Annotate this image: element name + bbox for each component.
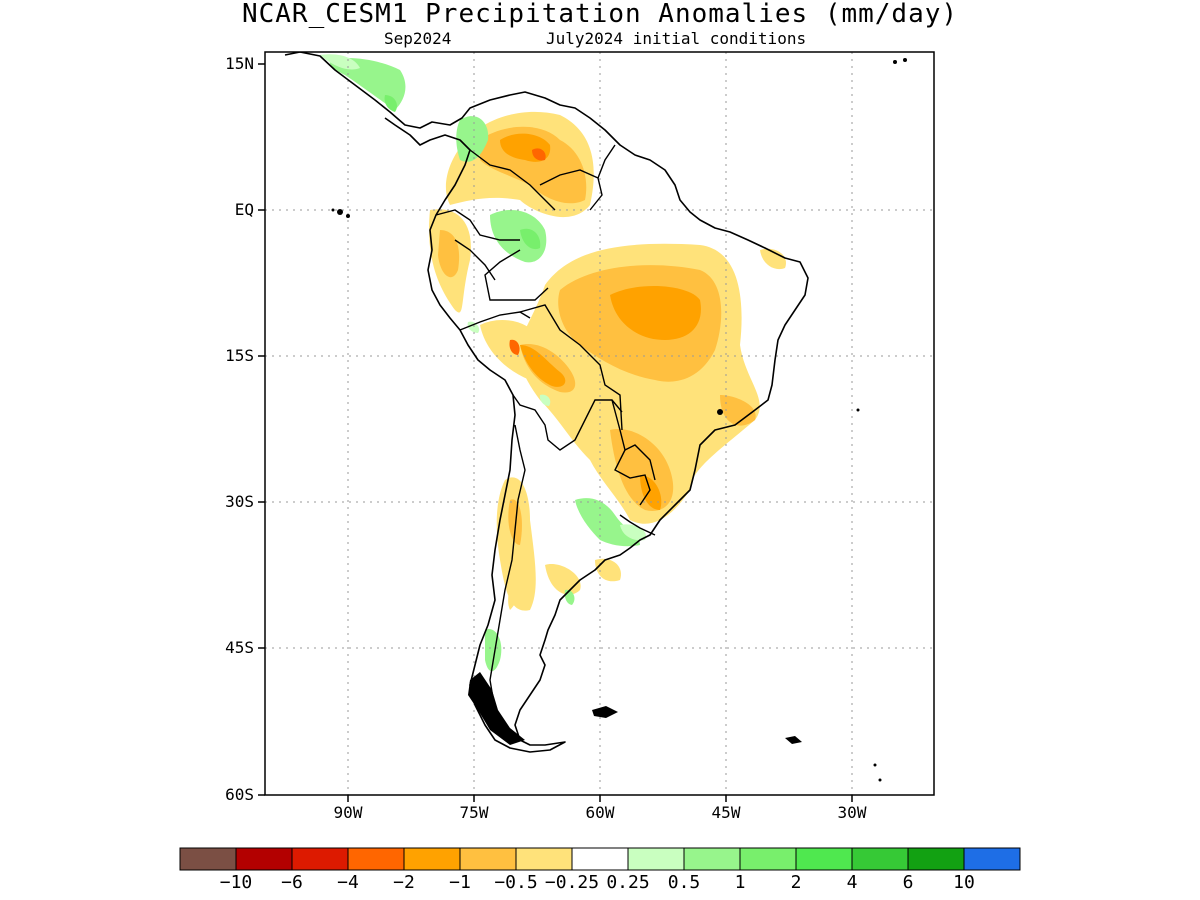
lon-label: 75W <box>459 803 489 822</box>
lat-label: 15S <box>225 346 254 365</box>
lat-label: 30S <box>225 492 254 511</box>
map-plot-area <box>265 52 934 795</box>
axis-ticks <box>258 63 853 802</box>
coastline <box>284 52 809 753</box>
initial-conditions: July2024 initial conditions <box>546 29 807 48</box>
colorbar-cell <box>963 847 1021 871</box>
colorbar-label: 0.5 <box>667 872 701 893</box>
colorbar-cell <box>683 847 741 871</box>
colorbar-cell <box>795 847 853 871</box>
colorbar-label: 1 <box>734 872 746 893</box>
colorbar-cell <box>235 847 293 871</box>
colorbar-label: −4 <box>337 872 359 893</box>
lat-label: EQ <box>234 200 254 219</box>
lon-label: 45W <box>711 803 741 822</box>
lon-label: 60W <box>585 803 615 822</box>
colorbar-cell <box>739 847 797 871</box>
map-title: NCAR_CESM1 Precipitation Anomalies (mm/d… <box>241 0 959 29</box>
lat-label: 45S <box>225 638 254 657</box>
graticule <box>265 52 934 795</box>
colorbar-cell <box>627 847 685 871</box>
islands <box>331 58 907 782</box>
lon-label: 30W <box>837 803 867 822</box>
colorbar-label: −1 <box>449 872 471 893</box>
colorbar-label: −10 <box>219 872 253 893</box>
lat-label: 60S <box>225 785 254 804</box>
country-borders <box>435 144 656 711</box>
lat-label: 15N <box>225 54 254 73</box>
colorbar-cell <box>571 847 629 871</box>
anomaly-shading-green <box>384 95 541 250</box>
colorbar-label: −2 <box>393 872 415 893</box>
colorbar-label: 0.25 <box>606 872 650 893</box>
colorbar-label: −6 <box>281 872 303 893</box>
colorbar-label: 6 <box>902 872 914 893</box>
colorbar-cell <box>291 847 349 871</box>
anomaly-shading-red-orange <box>509 148 546 355</box>
colorbar-cell <box>907 847 965 871</box>
colorbar-label: −0.25 <box>544 872 600 893</box>
colorbar-label: 4 <box>846 872 858 893</box>
colorbar-label: 10 <box>953 872 975 893</box>
colorbar-label: 2 <box>790 872 802 893</box>
colorbar-cell <box>851 847 909 871</box>
lon-label: 90W <box>333 803 363 822</box>
colorbar-cell <box>179 847 237 871</box>
forecast-month: Sep2024 <box>384 29 452 48</box>
colorbar-cell <box>403 847 461 871</box>
colorbar-cell <box>515 847 573 871</box>
colorbar-cell <box>459 847 517 871</box>
colorbar-label: −0.5 <box>494 872 538 893</box>
colorbar-cell <box>347 847 405 871</box>
